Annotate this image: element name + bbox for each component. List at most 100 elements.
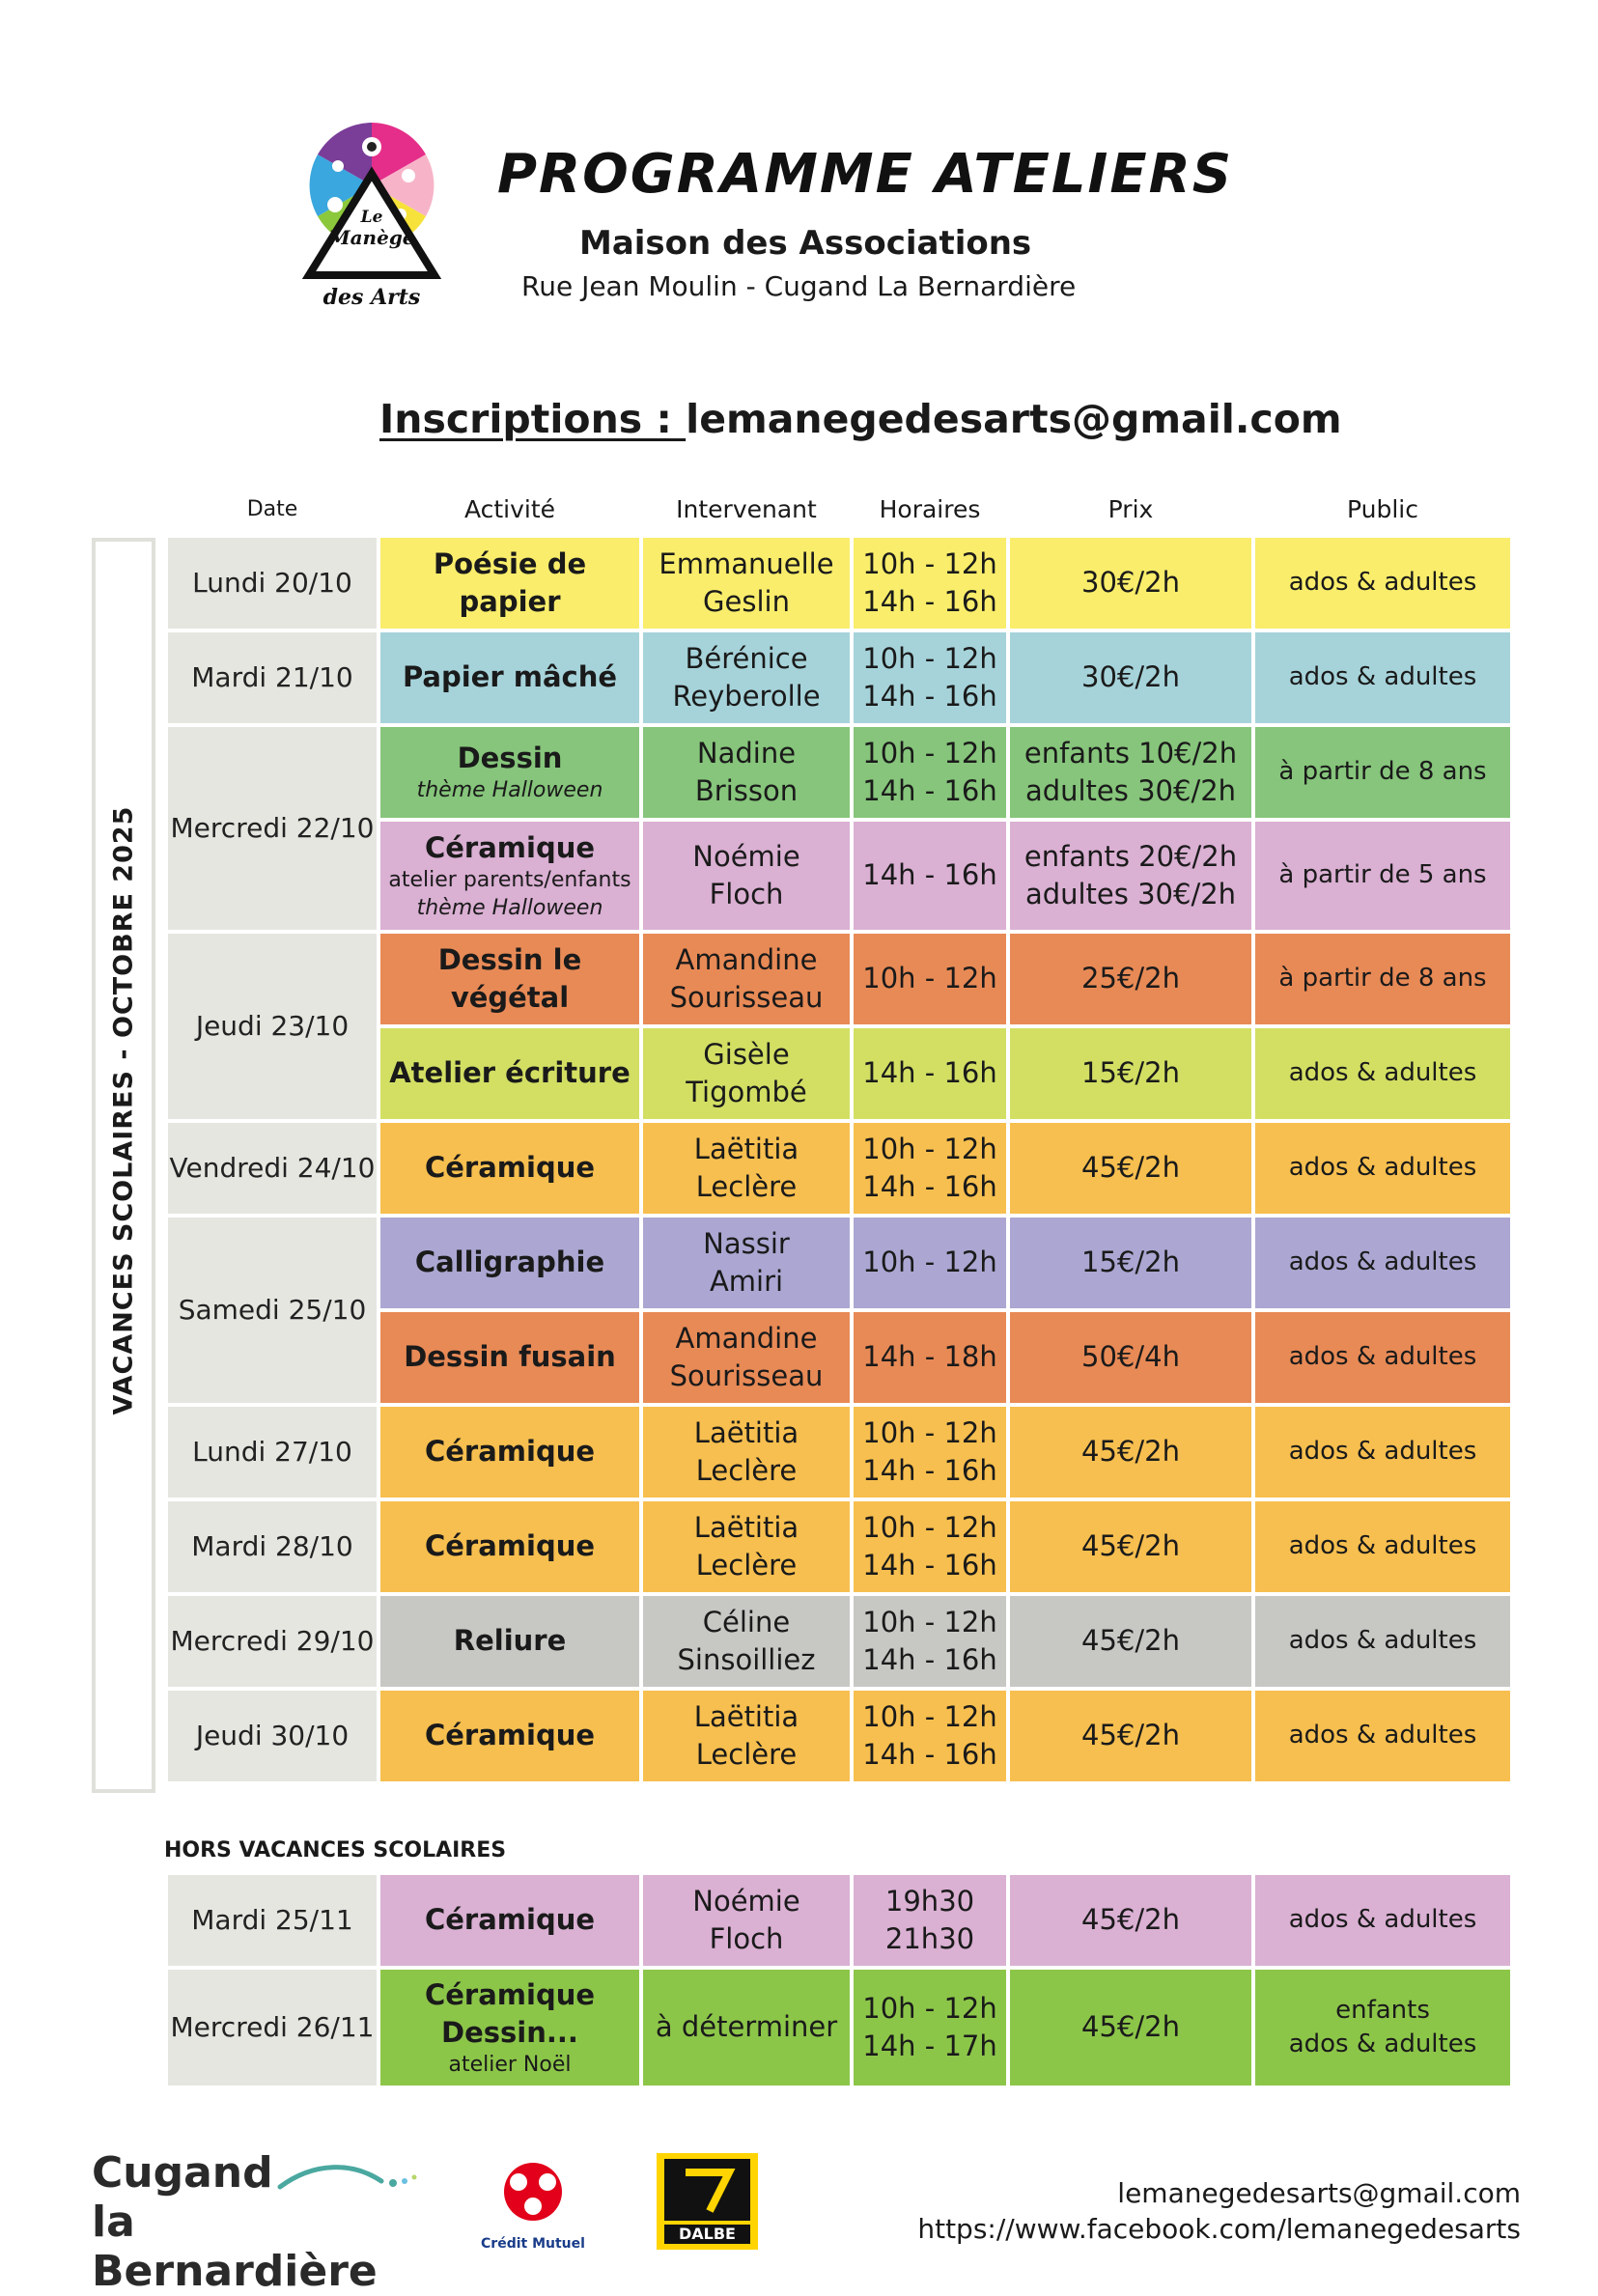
price-line: 25€/2h [1081, 962, 1180, 995]
price-line: adultes 30€/2h [1024, 774, 1237, 807]
address: Rue Jean Moulin - Cugand La Bernardière [521, 270, 1077, 302]
instructor-cell: Gisèle Tigombé [643, 1028, 850, 1119]
activity-subtitle: thème Halloween [416, 895, 603, 920]
date-cell: Lundi 27/10 [168, 1407, 377, 1498]
activity-cell: Poésie de papier [380, 538, 639, 629]
hours-line: 14h - 16h [862, 1549, 997, 1582]
activity-cell: Reliure [380, 1596, 639, 1687]
instructor-line: Laëtitia [693, 1132, 799, 1165]
activity-cell: Céramique Dessin... atelier Noël [380, 1970, 639, 2086]
instructor-cell: Nadine Brisson [643, 727, 850, 818]
activity-cell: Céramique [380, 1123, 639, 1214]
price-cell: 50€/4h [1010, 1312, 1251, 1403]
schedule-body: Lundi 20/10 Poésie de papier Emmanuelle G… [168, 538, 1510, 1781]
activity-subtitle: thème Halloween [416, 778, 603, 803]
table-row: Mardi 28/10 Céramique Laëtitia Leclère 10… [168, 1501, 1510, 1592]
side-label-frame [92, 538, 155, 1793]
column-header-date: Date [246, 497, 298, 521]
date-cell: Jeudi 30/10 [168, 1691, 377, 1781]
hours-cell: 10h - 12h 14h - 16h [854, 538, 1006, 629]
hours-cell: 10h - 12h 14h - 16h [854, 1596, 1006, 1687]
price-line: 45€/2h [1081, 1903, 1180, 1937]
activity-cell: Dessin fusain [380, 1312, 639, 1403]
table-row: Jeudi 30/10 Céramique Laëtitia Leclère 10… [168, 1691, 1510, 1781]
instructor-line: Floch [709, 878, 784, 910]
activity-title: Céramique [424, 1977, 596, 2011]
activity-title: Dessin... [441, 2015, 578, 2049]
hours-line: 21h30 [884, 1922, 975, 1955]
hours-line: 14h - 16h [862, 1454, 997, 1487]
price-line: 45€/2h [1081, 1151, 1180, 1185]
hours-line: 10h - 12h [862, 641, 997, 675]
audience-cell: ados & adultes [1255, 538, 1510, 629]
instructor-cell: Noémie Floch [643, 1875, 850, 1966]
hours-cell: 10h - 12h 14h - 16h [854, 1407, 1006, 1498]
instructor-line: Noémie [692, 839, 800, 873]
instructor-line: Amiri [709, 1265, 784, 1298]
instructor-line: Amandine [675, 942, 818, 976]
instructor-line: Céline [702, 1605, 791, 1638]
hors-vacances-table: Mardi 25/11 Céramique Noémie Floch 19h30 2… [164, 1871, 1514, 2089]
inscriptions-line: Inscriptions : lemanegedesarts@gmail.com [379, 396, 1342, 442]
price-cell: 45€/2h [1010, 1407, 1251, 1498]
facebook-link[interactable]: https://www.facebook.com/lemanegedesarts [917, 2213, 1521, 2245]
instructor-line: Amandine [675, 1321, 818, 1355]
table-row: Jeudi 23/10 Dessin le végétal Amandine So… [168, 934, 1510, 1119]
instructor-cell: Laëtitia Leclère [643, 1691, 850, 1781]
instructor-cell: Amandine Sourisseau [643, 1312, 850, 1403]
price-line: 45€/2h [1081, 1529, 1180, 1563]
inscriptions-email[interactable]: lemanegedesarts@gmail.com [686, 396, 1342, 442]
manege-des-arts-logo: Le Manège des Arts [301, 123, 442, 310]
table-row: Mercredi 26/11 Céramique Dessin... atelier… [168, 1970, 1510, 2086]
logo-text-des-arts: des Arts [323, 285, 421, 310]
cugand-logo: Cugand la Bernardière [92, 2148, 420, 2296]
section-label-hors-vacances: HORS VACANCES SCOLAIRES [164, 1838, 507, 1862]
activity-title: Céramique [424, 830, 596, 864]
logo-text-manege: Manège [327, 226, 414, 249]
instructor-cell: Amandine Sourisseau [643, 934, 850, 1024]
price-cell: 30€/2h [1010, 538, 1251, 629]
table-row: Mardi 25/11 Céramique Noémie Floch 19h30 2… [168, 1875, 1510, 1966]
activity-cell: Dessin thème Halloween [380, 727, 639, 818]
instructor-cell: Emmanuelle Geslin [643, 538, 850, 629]
audience-line: ados & adultes [1288, 2030, 1477, 2058]
date-cell: Mardi 28/10 [168, 1501, 377, 1592]
price-cell: 45€/2h [1010, 1970, 1251, 2086]
hours-line: 14h - 17h [862, 2030, 997, 2062]
audience-cell: à partir de 5 ans [1255, 822, 1510, 930]
hours-line: 10h - 12h [862, 1510, 997, 1544]
instructor-cell: Nassir Amiri [643, 1218, 850, 1308]
hours-line: 19h30 [884, 1884, 975, 1918]
hours-cell: 10h - 12h 14h - 16h [854, 1123, 1006, 1214]
activity-cell: Céramique [380, 1691, 639, 1781]
instructor-line: Geslin [703, 585, 790, 618]
hours-cell: 14h - 16h [854, 822, 1006, 930]
hours-line: 10h - 12h [862, 1699, 997, 1733]
price-cell: enfants 10€/2h adultes 30€/2h [1010, 727, 1251, 818]
instructor-line: Laëtitia [693, 1699, 799, 1733]
price-cell: 25€/2h [1010, 934, 1251, 1024]
date-cell: Vendredi 24/10 [168, 1123, 377, 1214]
audience-cell: à partir de 8 ans [1255, 727, 1510, 818]
logo-text-le: Le [360, 208, 383, 227]
price-cell: 15€/2h [1010, 1028, 1251, 1119]
hours-line: 14h - 16h [862, 1738, 997, 1771]
cugand-wave-icon [277, 2165, 417, 2190]
audience-cell: ados & adultes [1255, 1875, 1510, 1966]
hours-line: 14h - 18h [862, 1340, 997, 1374]
audience-cell: ados & adultes [1255, 1312, 1510, 1403]
hours-line: 10h - 12h [862, 962, 997, 995]
column-header-activity: Activité [463, 495, 556, 523]
contact-email-link[interactable]: lemanegedesarts@gmail.com [1117, 2177, 1521, 2209]
cugand-logo-line1: Cugand [92, 2148, 273, 2198]
column-header-price: Prix [1107, 495, 1154, 523]
column-header-audience: Public [1347, 495, 1418, 523]
instructor-cell: Bérénice Reyberolle [643, 632, 850, 723]
activity-cell: Céramique [380, 1875, 639, 1966]
instructor-line: Tigombé [686, 1076, 807, 1108]
hours-line: 10h - 12h [862, 546, 997, 580]
audience-cell: ados & adultes [1255, 1691, 1510, 1781]
table-row: Lundi 27/10 Céramique Laëtitia Leclère 10… [168, 1407, 1510, 1498]
audience-line: enfants [1335, 1995, 1430, 2025]
activity-title: Dessin [457, 742, 563, 775]
